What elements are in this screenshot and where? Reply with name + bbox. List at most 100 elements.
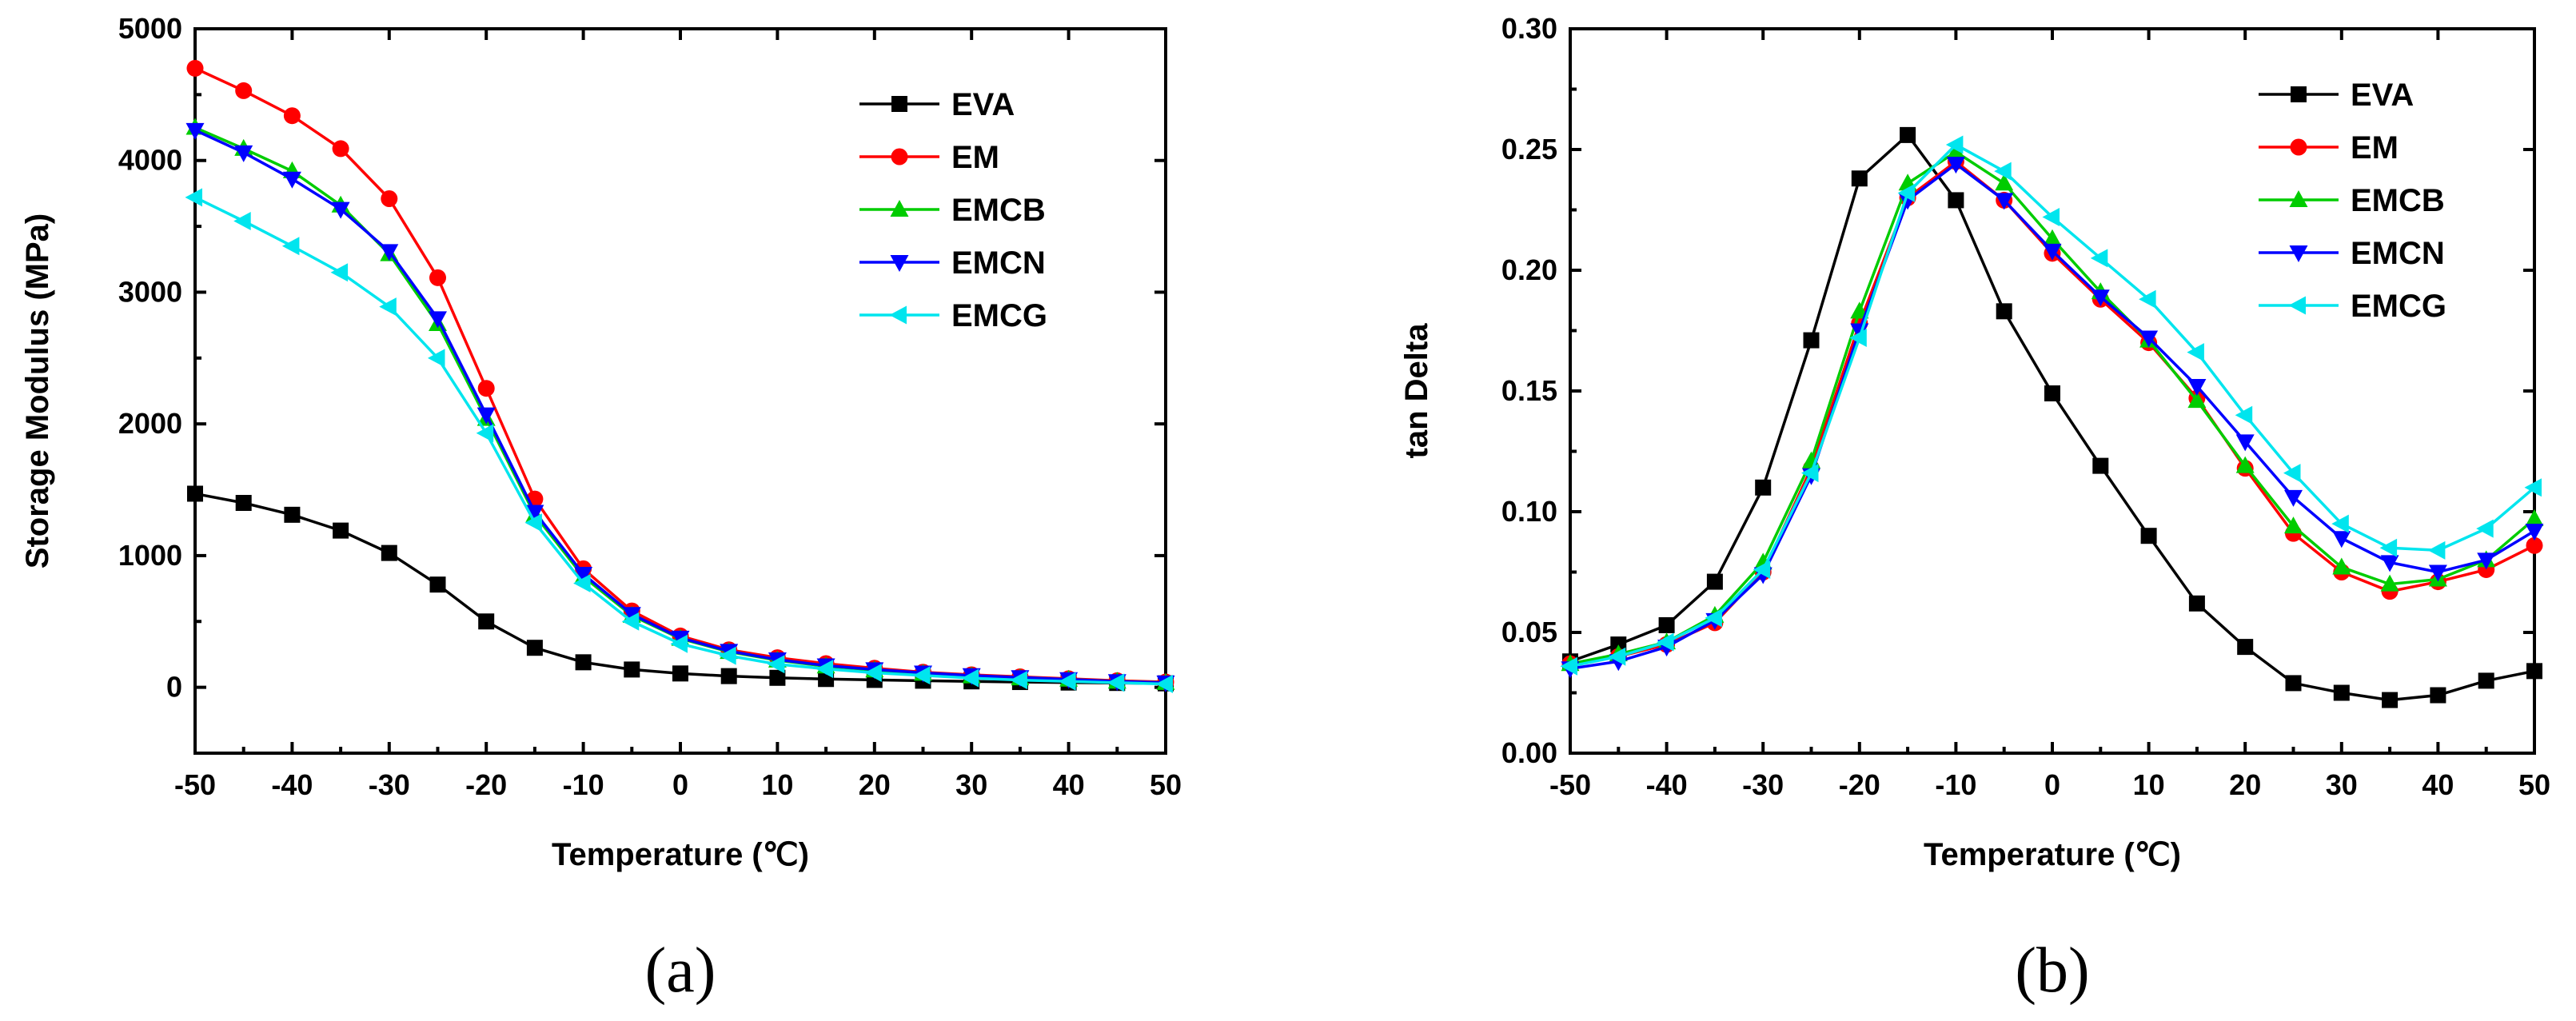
chart-b-point-emcn [2380,555,2399,572]
chart-b-point-eva [1996,303,2012,320]
chart-b-legend-marker [2290,138,2307,156]
chart-b-point-eva [1610,636,1627,653]
chart-b-point-emcg [2331,514,2349,533]
chart-a-point-emcg [379,297,397,317]
chart-b-point-emcg [2187,343,2204,362]
chart-b-y-tick-label: 0.15 [1501,374,1557,407]
chart-b-x-tick-label: -30 [1742,768,1784,801]
chart-b-point-emcg [1608,647,1626,666]
chart-a-point-eva [478,613,495,630]
chart-b-point-emcg [1849,329,1867,348]
chart-b-legend-item-em: EM [2259,130,2399,166]
chart-a-y-tick-label: 3000 [118,275,182,308]
chart-a-legend-marker [889,305,907,325]
chart-b-point-emcb [2380,574,2399,592]
chart-a-point-emcn [282,171,301,189]
chart-a-point-emcg [815,660,834,679]
chart-b-x-tick-label: -10 [1935,768,1976,801]
chart-a-caption: (a) [645,935,716,1006]
chart-a-point-emcg [281,237,300,256]
chart-a-series-emcg [185,188,1173,694]
chart-b-legend-marker [2289,245,2308,262]
chart-a-legend-label: EM [951,140,999,175]
chart-b-point-emcb [2525,509,2544,527]
chart-a-point-eva [333,522,349,539]
chart-a-legend-label: EMCN [951,245,1046,281]
chart-a-point-emcg [913,666,931,685]
chart-a-point-emcn [380,244,399,261]
chart-a-point-em [186,59,204,77]
chart-a-point-eva [720,668,737,684]
chart-a-point-eva [575,654,592,671]
chart-a-legend-item-emcb: EMCB [859,193,1046,228]
chart-b-point-emcb [2187,391,2207,409]
chart-a-point-em [332,140,349,158]
chart-b-point-emcg [1560,656,1577,676]
chart-a-point-emcg [719,646,736,665]
chart-a-point-eva [235,495,252,512]
chart-b-x-tick-label: 20 [2229,768,2261,801]
chart-a-point-emcg [524,513,542,532]
chart-b-caption: (b) [2015,935,2089,1006]
chart-b-point-emcn [2428,564,2447,582]
chart-a-point-em [429,269,446,286]
chart-a-x-tick-label: 40 [1053,768,1085,801]
chart-b-legend-item-eva: EVA [2259,78,2414,113]
chart-b-point-emcg [2139,289,2156,309]
chart-b-legend-label: EMCB [2351,183,2445,218]
chart-a-point-eva [624,661,640,678]
chart-b-legend-item-emcg: EMCG [2259,289,2446,324]
chart-b-point-eva [2430,687,2446,704]
chart-b-legend-label: EMCN [2351,236,2445,271]
chart-a-point-emcg [233,212,251,231]
chart-a-point-emcn [331,201,350,219]
chart-b-point-eva [1755,479,1772,496]
chart-b-y-tick-label: 0.25 [1501,133,1557,166]
chart-a-point-emcn [622,607,641,624]
chart-b-point-emcg [2090,249,2108,268]
chart-b-point-eva [1948,192,1964,209]
chart-b-point-eva [1851,170,1868,187]
chart-a-series-eva [187,485,1174,692]
chart-b-y-tick-label: 0.20 [1501,253,1557,286]
chart-a-x-tick-label: -10 [563,768,604,801]
chart-a-y-tick-label: 1000 [118,539,182,572]
chart-a-point-em [235,82,253,99]
chart-b-y-tick-label: 0.10 [1501,495,1557,528]
chart-b-y-tick-label: 0.30 [1501,12,1557,45]
chart-a-point-eva [672,665,688,682]
chart-a-point-emcg [1059,672,1076,691]
chart-b-point-emcg [2427,540,2446,560]
chart-a-x-tick-label: 30 [955,768,987,801]
chart-b-x-tick-label: -20 [1839,768,1880,801]
chart-b-point-eva [2285,675,2302,692]
chart-b-point-emcb [2235,456,2255,473]
chart-b-point-emcn [2477,552,2496,570]
chart-b-point-emcg [1753,560,1771,579]
chart-b-point-eva [1803,332,1820,349]
chart-a-legend-label: EMCG [951,298,1047,333]
chart-b-point-emcn [2091,289,2110,307]
chart-b-point-emcg [2235,405,2253,425]
chart-a-y-tick-label: 0 [166,671,182,704]
chart-a-point-em [477,380,495,397]
chart-b-point-eva [1706,573,1723,590]
chart-b-y-tick-label: 0.00 [1501,736,1557,769]
chart-a-legend-label: EVA [951,87,1015,122]
chart-a-x-tick-label: -40 [271,768,313,801]
chart-a-x-tick-label: 0 [672,768,688,801]
chart-a-legend-marker [891,96,907,112]
chart-b-point-emcn [1995,193,2014,210]
chart-a-x-tick-label: -20 [465,768,507,801]
chart-b-point-eva [1900,126,1916,143]
chart-b-point-emcb [1995,173,2014,191]
chart-b-y-axis-title: tan Delta [1399,323,1434,459]
chart-a-y-tick-label: 4000 [118,144,182,177]
chart-a-x-tick-label: -50 [174,768,216,801]
chart-b-point-emcg [2042,208,2060,227]
chart-a-point-emcg [476,424,494,443]
chart-b-point-emcg [1994,162,2012,181]
chart-b-point-eva [2526,663,2542,680]
chart-b-legend-label: EM [2351,130,2399,166]
chart-b-legend-item-emcb: EMCB [2259,183,2445,218]
